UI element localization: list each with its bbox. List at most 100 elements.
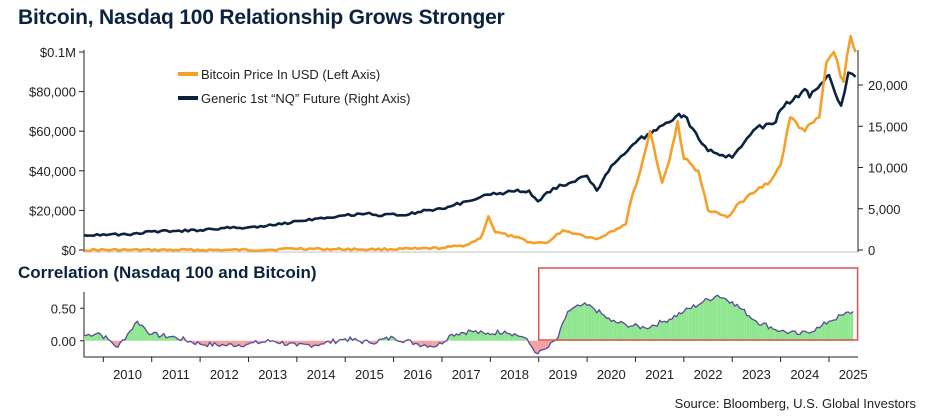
- corr-area-segment: [243, 340, 247, 347]
- x-axis-ticks: 2010 2011 2012 2013 2014 2015 2016 2017 2018 2019…: [102, 357, 868, 382]
- corr-area-segment: [737, 304, 740, 341]
- right-tick-label: 20,000: [868, 78, 908, 93]
- corr-area-segment: [139, 325, 143, 341]
- corr-area-segment: [710, 299, 713, 341]
- corr-area-segment: [700, 301, 704, 341]
- corr-area-segment: [724, 298, 728, 341]
- corr-area-segment: [306, 340, 309, 345]
- corr-area-segment: [535, 340, 538, 354]
- x-tick-label: 2023: [742, 367, 771, 382]
- corr-area-segment: [659, 320, 663, 341]
- corr-area-segment: [308, 340, 312, 348]
- corr-area-segment: [712, 296, 716, 341]
- corr-area-segment: [642, 326, 646, 341]
- corr-area-segment: [732, 301, 735, 341]
- left-axis-ticks: $0 $20,000 $40,000 $60,000 $80,000 $0.1M: [29, 45, 84, 258]
- corr-area-segment: [763, 322, 767, 341]
- x-tick-label: 2021: [645, 367, 674, 382]
- corr-area-segment: [649, 325, 653, 341]
- corr-area-segment: [746, 315, 750, 341]
- corr-area-segment: [831, 320, 834, 341]
- corr-area-segment: [545, 340, 549, 349]
- legend: Bitcoin Price In USD (Left Axis) Generic…: [178, 67, 411, 106]
- corr-area-segment: [686, 308, 689, 341]
- corr-area-segment: [785, 331, 788, 341]
- corr-area-segment: [577, 305, 580, 341]
- corr-area-segment: [432, 340, 435, 347]
- x-tick-label: 2025: [839, 367, 868, 382]
- corr-area-segment: [468, 330, 471, 341]
- corr-area-segment: [570, 308, 573, 341]
- corr-area-segment: [819, 325, 822, 341]
- x-tick-label: 2020: [597, 367, 626, 382]
- x-tick-label: 2010: [113, 367, 142, 382]
- corr-area-segment: [795, 331, 798, 341]
- corr-area-segment: [640, 326, 643, 341]
- corr-area-segment: [611, 320, 614, 341]
- corr-area-segment: [142, 325, 145, 341]
- corr-area-segment: [304, 340, 307, 345]
- corr-area-segment: [594, 309, 597, 341]
- corr-area-segment: [202, 340, 205, 346]
- corr-area-segment: [693, 304, 696, 341]
- corr-area-segment: [758, 324, 762, 341]
- corr-area-segment: [241, 340, 244, 347]
- corr-area-segment: [780, 330, 784, 341]
- corr-area-segment: [652, 325, 655, 341]
- corr-area-segment: [703, 298, 706, 341]
- correlation-line: [83, 294, 854, 355]
- corr-area-segment: [695, 304, 699, 341]
- x-tick-label: 2022: [694, 367, 723, 382]
- highlight-box: [537, 267, 859, 341]
- corr-area-segment: [666, 319, 670, 341]
- corr-area-segment: [802, 331, 805, 341]
- x-tick-label: 2011: [162, 367, 190, 382]
- corr-area-segment: [601, 313, 605, 341]
- corr-area-segment: [84, 335, 87, 341]
- legend-label-bitcoin: Bitcoin Price In USD (Left Axis): [201, 67, 380, 82]
- x-tick-label: 2017: [452, 367, 481, 382]
- corr-area-segment: [86, 334, 89, 341]
- corr-area-segment: [717, 295, 721, 341]
- corr-area-segment: [705, 298, 709, 341]
- corr-area-segment: [792, 331, 796, 341]
- corr-area-segment: [812, 331, 815, 341]
- corr-area-segment: [497, 330, 501, 341]
- corr-area-segment: [720, 297, 723, 341]
- corr-area-segment: [137, 321, 140, 341]
- right-axis-ticks: 0 5,000 10,000 15,000 20,000: [858, 78, 908, 258]
- corr-area-segment: [729, 301, 733, 341]
- corr-area-segment: [751, 318, 754, 341]
- left-tick-label: $60,000: [29, 124, 76, 139]
- corr-area-segment: [115, 340, 118, 348]
- corr-area-segment: [540, 340, 544, 351]
- corr-area-segment: [98, 332, 101, 341]
- corr-area-segment: [790, 331, 793, 341]
- corr-area-segment: [848, 312, 851, 341]
- right-tick-label: 0: [868, 243, 875, 258]
- corr-y-ticks: 0.00 0.50: [51, 301, 84, 349]
- corr-area-segment: [681, 311, 684, 341]
- left-tick-label: $20,000: [29, 203, 76, 218]
- bitcoin-price-line: [83, 34, 857, 253]
- corr-area-segment: [770, 326, 774, 341]
- corr-area-segment: [613, 320, 617, 341]
- corr-area-segment: [804, 331, 808, 341]
- x-tick-label: 2013: [258, 367, 287, 382]
- corr-area-segment: [461, 332, 464, 341]
- corr-area-segment: [850, 311, 854, 341]
- corr-area-segment: [420, 340, 423, 347]
- corr-area-segment: [473, 330, 476, 341]
- right-tick-label: 5,000: [868, 202, 901, 217]
- source-note: Source: Bloomberg, U.S. Global Investors: [674, 396, 916, 411]
- corr-area-segment: [662, 321, 665, 341]
- corr-area-segment: [727, 300, 730, 341]
- corr-area-segment: [149, 334, 152, 341]
- corr-area-segment: [807, 332, 810, 341]
- corr-area-segment: [654, 325, 658, 341]
- corr-area-segment: [679, 312, 682, 341]
- corr-area-segment: [606, 318, 609, 341]
- chart-title: Bitcoin, Nasdaq 100 Relationship Grows S…: [18, 6, 505, 29]
- corr-area-segment: [599, 309, 602, 341]
- corr-area-segment: [575, 305, 578, 341]
